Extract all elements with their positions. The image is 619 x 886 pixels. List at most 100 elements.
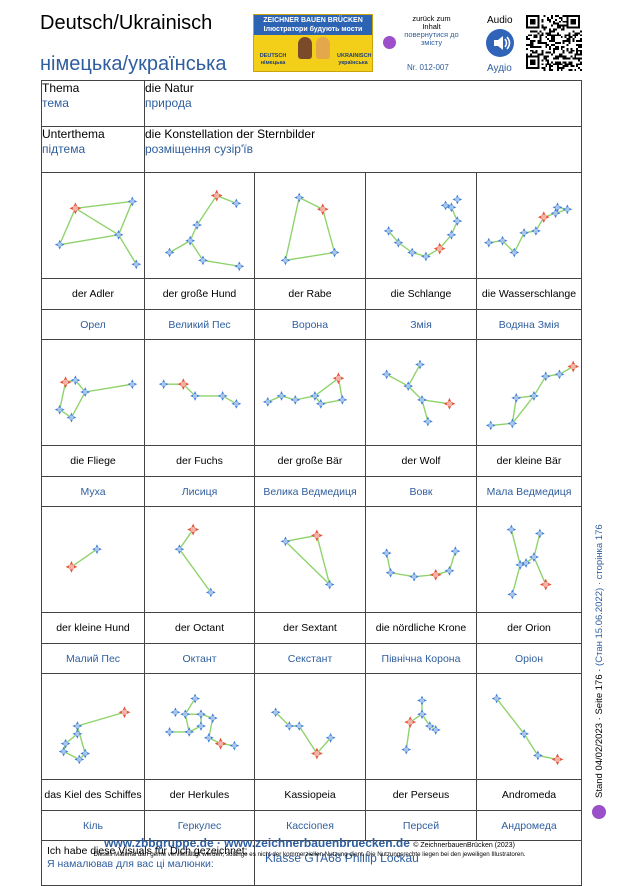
constellation-image xyxy=(254,339,366,446)
constellation-line xyxy=(407,364,421,387)
constellation-image xyxy=(475,673,583,780)
constellation-name-uk: Змія xyxy=(365,309,477,340)
constellation-image xyxy=(41,673,145,780)
constellation-line xyxy=(275,711,290,727)
constellation-name-uk: Мала Ведмедиця xyxy=(475,476,583,507)
constellation-line xyxy=(502,240,515,253)
constellation-line xyxy=(285,251,335,262)
unterthema-label: Unterthema підтема xyxy=(41,126,145,173)
title-german: Deutsch/Ukrainisch xyxy=(40,12,213,34)
constellation-line xyxy=(182,383,196,397)
constellation-name-uk: Малий Пес xyxy=(41,643,145,674)
footer-websites[interactable]: www.zbbgruppe.de · www.zeichnerbauenbrue… xyxy=(0,836,619,850)
constellation-name-de: der große Hund xyxy=(144,278,255,310)
nav-dot-icon[interactable] xyxy=(592,805,606,819)
constellation-line xyxy=(322,209,336,253)
constellation-name-uk: Лисиця xyxy=(144,476,255,507)
constellation-name-uk: Водяна Змія xyxy=(475,309,583,340)
logo-subtitle: Ілюстратори будують мости xyxy=(263,26,363,33)
back-dot-icon[interactable] xyxy=(383,36,396,49)
constellation-name-uk: Геркулес xyxy=(144,810,255,841)
constellation-name-de: Andromeda xyxy=(475,779,583,811)
constellation-name-uk: Андромеда xyxy=(475,810,583,841)
audio-label-uk: Аудіо xyxy=(487,63,512,74)
constellation-name-de: der Rabe xyxy=(254,278,366,310)
constellation-name-uk: Північна Корона xyxy=(365,643,477,674)
thema-label: Thema тема xyxy=(41,80,145,127)
constellation-image xyxy=(41,506,145,613)
constellation-image xyxy=(144,506,255,613)
speaker-icon[interactable] xyxy=(486,29,514,57)
constellation-line xyxy=(298,196,324,210)
constellation-line xyxy=(316,737,332,754)
constellation-name-uk: Вовк xyxy=(365,476,477,507)
constellation-name-de: die Fliege xyxy=(41,445,145,477)
constellation-line xyxy=(63,750,80,761)
constellation-line xyxy=(59,234,119,246)
constellation-line xyxy=(202,259,239,267)
constellation-line xyxy=(421,399,450,405)
constellation-name-uk: Ворона xyxy=(254,309,366,340)
constellation-image xyxy=(475,339,583,446)
constellation-line xyxy=(117,234,137,265)
document-number: Nr. 012-007 xyxy=(407,63,449,72)
constellation-line xyxy=(320,399,343,405)
constellation-line xyxy=(513,232,525,253)
footer-copyright: © ZeichnerbauenBrücken (2023) xyxy=(413,842,515,849)
constellation-name-uk: Секстант xyxy=(254,643,366,674)
title-ukrainian: німецька/українська xyxy=(40,53,227,75)
back-label-de: zurück zum Inhalt xyxy=(412,14,451,31)
svg-text:Stand 04/02/2023 · Seite 176 ·: Stand 04/02/2023 · Seite 176 · (Стан 15.… xyxy=(594,524,605,798)
constellation-name-uk: Муха xyxy=(41,476,145,507)
constellation-line xyxy=(533,375,547,397)
constellation-image xyxy=(254,506,366,613)
constellation-name-de: der Wolf xyxy=(365,445,477,477)
qr-code-icon[interactable] xyxy=(526,15,582,71)
constellation-name-uk: Велика Ведмедиця xyxy=(254,476,366,507)
constellation-name-de: das Kiel des Schiffes xyxy=(41,779,145,811)
constellation-name-uk: Октант xyxy=(144,643,255,674)
constellation-line xyxy=(386,373,409,387)
constellation-line xyxy=(184,698,196,715)
constellation-line xyxy=(510,529,521,566)
back-to-contents-link[interactable]: zurück zum Inhalt повернутися до змісту xyxy=(404,15,459,47)
constellation-name-uk: Оріон xyxy=(475,643,583,674)
page-stamp: Stand 04/02/2023 · Seite 176 · (Стан 15.… xyxy=(594,524,605,798)
logo-title: ZEICHNER BAUEN BRÜCKEN xyxy=(263,17,363,24)
constellation-line xyxy=(71,548,98,568)
constellation-line xyxy=(523,733,539,756)
constellation-name-de: der Adler xyxy=(41,278,145,310)
side-stamp-de: Stand 04/02/2023 · Seite 176 · xyxy=(594,669,605,798)
constellation-image xyxy=(365,673,477,780)
constellation-line xyxy=(65,733,78,745)
constellation-line xyxy=(511,397,517,424)
constellation-line xyxy=(405,721,411,750)
constellation-image xyxy=(475,172,583,279)
constellation-image xyxy=(365,172,477,279)
constellation-name-de: der kleine Bär xyxy=(475,445,583,477)
unterthema-value: die Konstellation der Sternbilder розміще… xyxy=(143,126,583,173)
constellation-line xyxy=(533,556,547,585)
constellation-line xyxy=(448,550,457,571)
constellation-line xyxy=(117,201,133,236)
constellation-line xyxy=(70,391,86,418)
constellation-line xyxy=(390,572,415,578)
constellation-image xyxy=(365,339,477,446)
constellation-name-de: die nördliche Krone xyxy=(365,612,477,644)
constellation-image xyxy=(254,673,366,780)
constellation-line xyxy=(285,534,317,543)
constellation-line xyxy=(221,395,237,405)
constellation-image xyxy=(144,673,255,780)
constellation-line xyxy=(439,234,452,250)
logo-left-label: DEUTSCH німецька xyxy=(259,53,287,66)
constellation-line xyxy=(59,382,67,410)
constellation-line xyxy=(75,200,133,210)
constellation-name-de: die Wasserschlange xyxy=(475,278,583,310)
back-label-uk: повернутися до змісту xyxy=(404,30,459,47)
constellation-line xyxy=(316,535,331,585)
vocabulary-table: Thema тема die Natur природа Unterthema під… xyxy=(41,80,583,886)
constellation-line xyxy=(195,195,217,226)
constellation-image xyxy=(365,506,477,613)
constellation-line xyxy=(178,529,194,550)
constellation-image xyxy=(41,339,145,446)
